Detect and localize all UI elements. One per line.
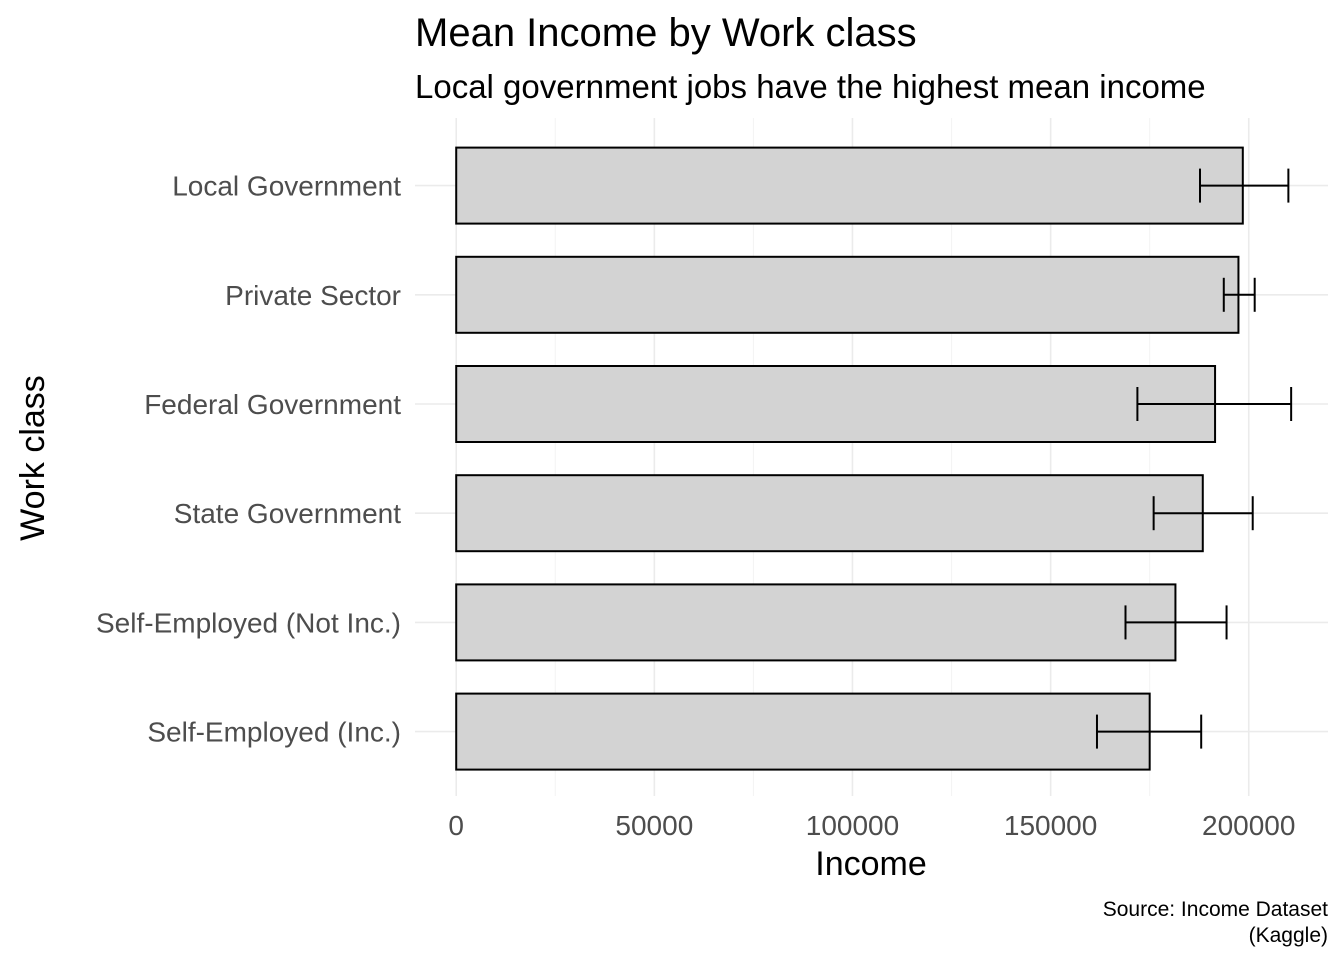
x-tick-label: 50000	[615, 810, 693, 841]
x-axis-title: Income	[815, 845, 927, 883]
x-tick-label: 0	[448, 810, 464, 841]
bar	[455, 474, 1204, 553]
y-axis-title: Work class	[14, 375, 52, 541]
caption-source: Source: Income Dataset	[1103, 898, 1328, 921]
bar	[455, 255, 1240, 334]
x-axis-ticks: 0 50000 100000 150000 200000	[448, 810, 1295, 841]
y-tick-label: Federal Government	[144, 389, 401, 420]
bar	[455, 146, 1244, 225]
bars	[455, 146, 1244, 771]
x-tick-label: 100000	[806, 810, 899, 841]
bar	[455, 692, 1151, 771]
y-tick-label: Self-Employed (Inc.)	[147, 717, 401, 748]
y-tick-label: Self-Employed (Not Inc.)	[96, 607, 401, 638]
y-tick-label: Private Sector	[225, 280, 401, 311]
caption-source-detail: (Kaggle)	[1249, 924, 1328, 947]
x-tick-label: 200000	[1202, 810, 1295, 841]
y-tick-label: State Government	[174, 498, 401, 529]
bar	[455, 365, 1217, 443]
y-axis-ticks: Local Government Private Sector Federal Go…	[96, 171, 401, 748]
chart-title: Mean Income by Work class	[415, 11, 917, 55]
y-tick-label: Local Government	[172, 171, 401, 202]
error-bars	[1095, 168, 1293, 749]
chart-subtitle: Local government jobs have the highest m…	[415, 68, 1206, 105]
x-tick-label: 150000	[1004, 810, 1097, 841]
bar	[455, 583, 1177, 662]
